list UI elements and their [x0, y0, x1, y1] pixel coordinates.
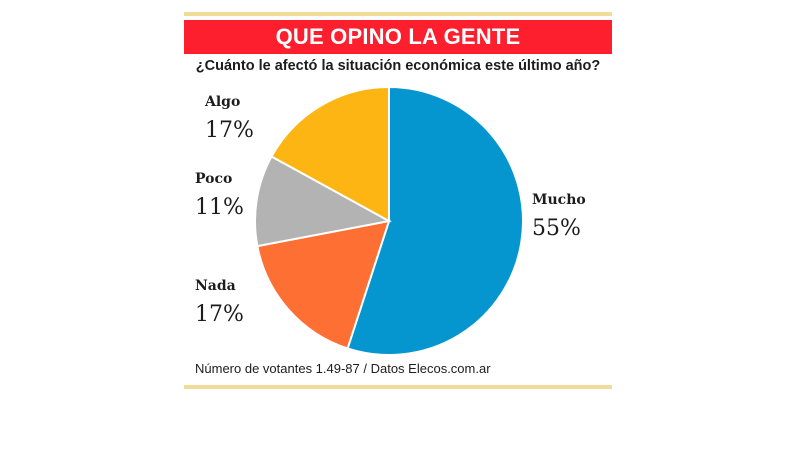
- chart-title: ¿Cuánto le afectó la situación económica…: [195, 58, 601, 74]
- label-poco-value: 11%: [195, 195, 244, 220]
- label-nada-value: 17%: [195, 302, 244, 327]
- label-algo-value: 17%: [205, 118, 254, 143]
- label-poco: Poco 11%: [195, 171, 244, 220]
- pie-chart: [254, 85, 524, 356]
- label-mucho: Mucho 55%: [532, 192, 586, 241]
- pie-slice-nada: [256, 219, 391, 350]
- label-mucho-value: 55%: [532, 216, 581, 241]
- pie-slice-algo: [270, 85, 390, 223]
- pie-slice-mucho: [346, 85, 524, 356]
- label-poco-name: Poco: [195, 171, 233, 187]
- label-algo: Algo 17%: [205, 94, 254, 143]
- label-nada-name: Nada: [195, 278, 236, 294]
- banner-title: QUE OPINO LA GENTE: [184, 20, 612, 54]
- poll-card: QUE OPINO LA GENTE ¿Cuánto le afectó la …: [184, 12, 612, 389]
- bottom-gold-rule: [184, 385, 612, 389]
- label-algo-name: Algo: [205, 94, 241, 110]
- label-nada: Nada 17%: [195, 278, 244, 327]
- top-gold-rule: [184, 12, 612, 16]
- pie-slice-poco: [254, 155, 392, 248]
- label-mucho-name: Mucho: [532, 192, 586, 208]
- footnote: Número de votantes 1.49-87 / Datos Eleco…: [195, 361, 491, 376]
